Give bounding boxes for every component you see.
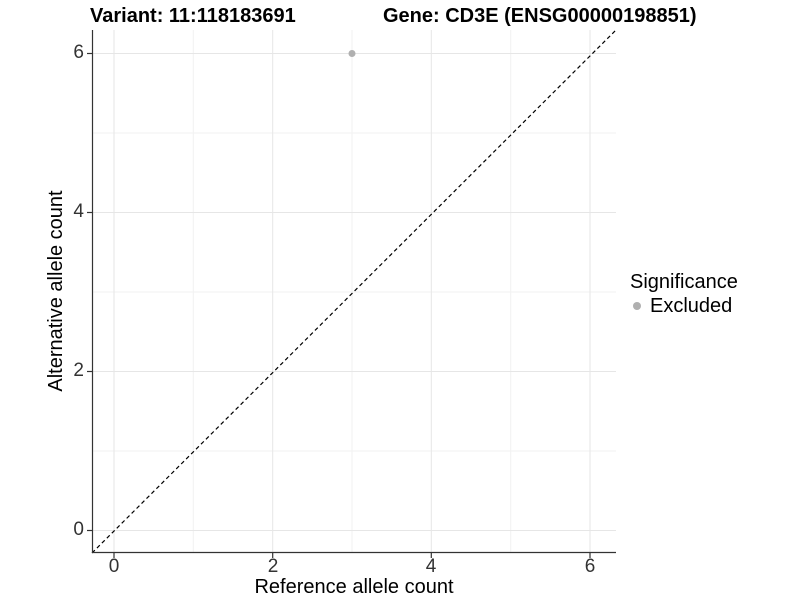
legend-item-excluded: Excluded bbox=[630, 294, 738, 318]
excluded-point-icon bbox=[633, 302, 641, 310]
plot-title-variant: Variant: 11:118183691 bbox=[90, 5, 296, 27]
y-axis-ticks bbox=[87, 52, 92, 532]
x-tick-label-0: 0 bbox=[108, 556, 120, 577]
x-tick-label-4: 4 bbox=[425, 556, 437, 577]
y-tick-label-0: 0 bbox=[73, 519, 84, 540]
x-tick-label-6: 6 bbox=[584, 556, 596, 577]
legend: Significance Excluded bbox=[630, 270, 738, 318]
identity-reference-line bbox=[91, 29, 617, 554]
x-axis-ticks bbox=[113, 553, 591, 558]
y-tick-label-2: 2 bbox=[73, 360, 84, 381]
y-tick-label-6: 6 bbox=[73, 42, 84, 63]
legend-item-label: Excluded bbox=[650, 295, 733, 317]
legend-title: Significance bbox=[630, 271, 738, 293]
grid-minor bbox=[92, 30, 616, 553]
plot-canvas bbox=[87, 29, 617, 558]
plot-panel bbox=[87, 29, 617, 558]
plot-title-gene: Gene: CD3E (ENSG00000198851) bbox=[383, 5, 697, 27]
y-tick-label-4: 4 bbox=[73, 201, 84, 222]
x-axis-title: Reference allele count bbox=[254, 576, 454, 598]
legend-key bbox=[630, 296, 650, 316]
x-tick-label-2: 2 bbox=[267, 556, 279, 577]
y-axis-title-text: Alternative allele count bbox=[45, 190, 67, 392]
data-point-excluded bbox=[348, 50, 356, 57]
